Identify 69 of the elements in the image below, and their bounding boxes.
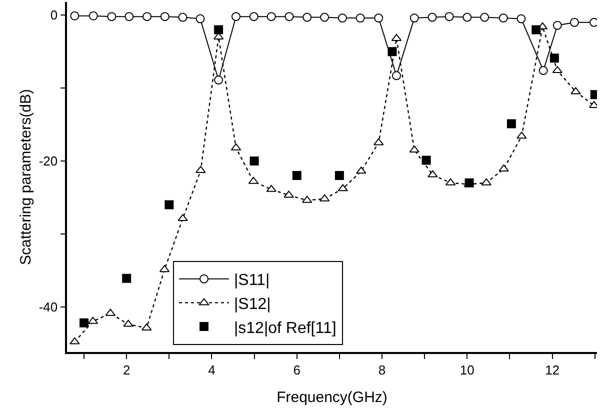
point bbox=[160, 12, 170, 22]
point bbox=[70, 337, 80, 344]
point bbox=[178, 12, 188, 22]
point bbox=[320, 12, 330, 22]
point bbox=[356, 166, 366, 174]
point bbox=[232, 12, 240, 22]
y-tick-label: 0 bbox=[50, 8, 58, 23]
x-tick-label: 10 bbox=[460, 362, 474, 378]
point bbox=[249, 12, 258, 22]
x-tick-label: 12 bbox=[545, 362, 560, 378]
point bbox=[123, 320, 134, 327]
point bbox=[516, 14, 526, 24]
point bbox=[70, 11, 80, 20]
point bbox=[196, 166, 206, 173]
point bbox=[292, 171, 302, 180]
point bbox=[498, 14, 508, 23]
point bbox=[107, 12, 116, 22]
x-axis-title: Frequency(GHz) bbox=[276, 388, 388, 406]
point bbox=[409, 146, 420, 153]
point bbox=[532, 25, 541, 34]
point bbox=[122, 274, 132, 283]
y-axis-title: Scattering parameters(dB) bbox=[18, 89, 35, 265]
point bbox=[480, 12, 490, 22]
point bbox=[178, 214, 188, 222]
point bbox=[80, 318, 89, 328]
point bbox=[284, 190, 294, 198]
point bbox=[214, 76, 224, 85]
point bbox=[334, 171, 344, 180]
point bbox=[88, 11, 98, 20]
point bbox=[570, 18, 579, 27]
legend-label: |S12| bbox=[234, 296, 271, 313]
point bbox=[552, 20, 562, 30]
y-tick-label: -20 bbox=[38, 154, 58, 169]
point bbox=[142, 12, 152, 22]
point bbox=[266, 184, 276, 192]
y-tick-label: -40 bbox=[38, 299, 58, 314]
legend-label: |S11| bbox=[234, 272, 270, 290]
point bbox=[516, 132, 527, 139]
point bbox=[506, 119, 516, 128]
point bbox=[356, 14, 365, 23]
x-tick-label: 8 bbox=[378, 362, 386, 378]
point bbox=[266, 12, 276, 22]
point bbox=[214, 25, 224, 34]
point bbox=[570, 87, 581, 94]
point bbox=[338, 14, 347, 23]
point bbox=[428, 170, 438, 178]
point bbox=[410, 14, 419, 23]
point bbox=[284, 12, 294, 22]
point bbox=[388, 47, 397, 56]
point bbox=[444, 12, 454, 22]
point bbox=[481, 178, 492, 186]
point bbox=[124, 12, 134, 22]
point bbox=[422, 156, 431, 165]
point bbox=[550, 54, 559, 63]
point bbox=[164, 200, 174, 210]
point bbox=[462, 12, 472, 22]
point bbox=[392, 71, 401, 80]
point bbox=[302, 12, 312, 22]
point bbox=[196, 14, 205, 24]
legend-label: |s12|of Ref[11] bbox=[234, 320, 336, 337]
point bbox=[374, 14, 384, 23]
point bbox=[250, 156, 259, 166]
point bbox=[498, 164, 509, 172]
x-tick-label: 6 bbox=[293, 362, 300, 378]
point bbox=[538, 66, 548, 76]
x-tick-label: 4 bbox=[208, 362, 216, 378]
point bbox=[428, 12, 437, 22]
point bbox=[338, 184, 348, 192]
x-tick-label: 2 bbox=[122, 362, 130, 378]
